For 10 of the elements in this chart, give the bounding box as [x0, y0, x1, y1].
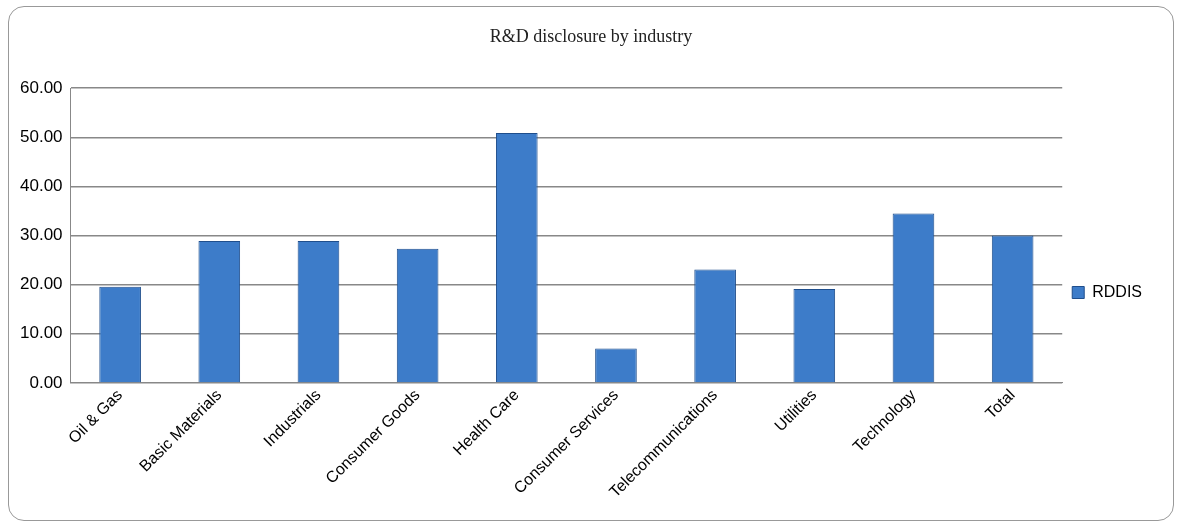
y-tick-label: 60.00	[19, 77, 63, 97]
y-tick-label: 50.00	[19, 127, 63, 147]
chart-title: R&D disclosure by industry	[488, 26, 694, 47]
y-tick-label: 30.00	[19, 225, 63, 245]
y-tick-label: 10.00	[19, 323, 63, 343]
legend-label: RDDIS	[1092, 282, 1142, 300]
x-tick-label: Oil & Gas	[64, 385, 126, 447]
y-tick-label: 40.00	[19, 176, 63, 196]
y-tick-label: 20.00	[19, 274, 63, 294]
y-tick-label: 0.00	[29, 372, 63, 392]
